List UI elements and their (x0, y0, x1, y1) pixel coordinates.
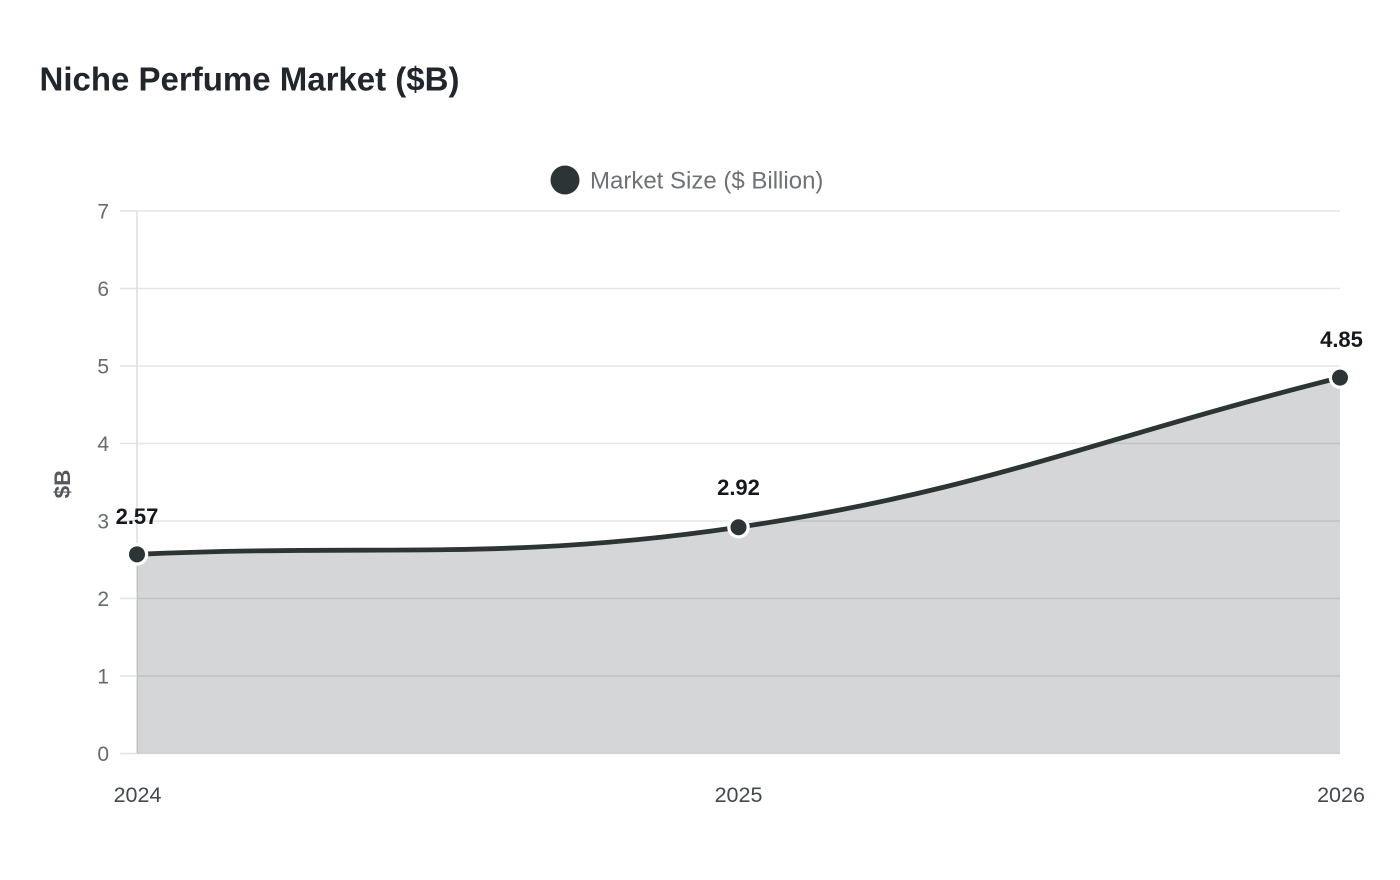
svg-text:2025: 2025 (715, 783, 763, 807)
svg-text:1: 1 (97, 666, 109, 689)
svg-text:0: 0 (97, 743, 109, 766)
svg-text:6: 6 (97, 278, 109, 301)
svg-text:2: 2 (97, 588, 109, 611)
svg-text:4: 4 (97, 433, 109, 456)
svg-text:7: 7 (97, 201, 109, 224)
svg-text:2024: 2024 (114, 783, 162, 807)
svg-text:2.92: 2.92 (717, 475, 760, 500)
svg-text:Niche Perfume Market ($B): Niche Perfume Market ($B) (40, 61, 460, 98)
svg-text:$B: $B (50, 470, 75, 499)
svg-text:Market Size ($ Billion): Market Size ($ Billion) (590, 168, 823, 195)
svg-text:2026: 2026 (1317, 783, 1365, 807)
svg-text:3: 3 (97, 511, 109, 534)
svg-text:2.57: 2.57 (116, 504, 159, 529)
svg-text:5: 5 (97, 356, 109, 379)
svg-text:4.85: 4.85 (1320, 327, 1363, 352)
